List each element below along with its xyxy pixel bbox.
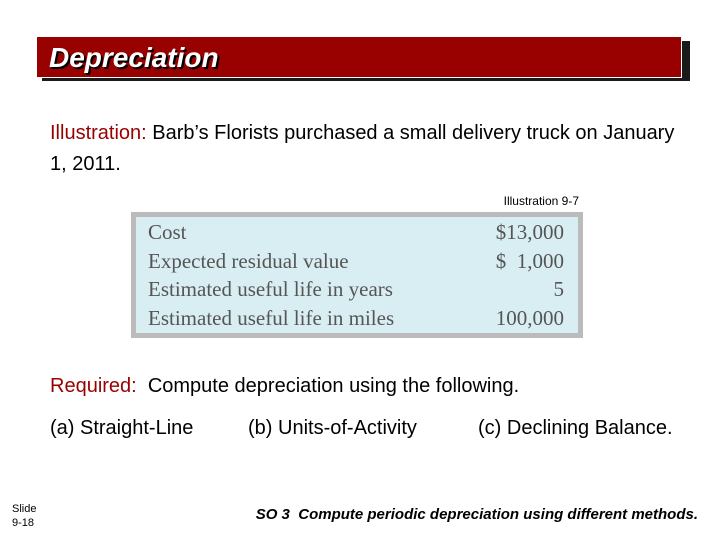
required-body: Compute depreciation using the following… [136,375,520,397]
table-row: Estimated useful life in years 5 [134,275,581,304]
slide-number: Slide 9-18 [12,502,36,530]
truck-data-table: Cost $13,000 Expected residual value $ 1… [131,212,583,338]
row-value: $ 1,000 [495,248,564,273]
slide-number-text: 9-18 [12,517,35,529]
study-objective-footer: SO 3 Compute periodic depreciation using… [255,506,698,523]
table-row: Cost $13,000 [134,215,581,247]
table-row: Expected residual value $ 1,000 [134,246,581,275]
method-straight-line: (a) Straight-Line [50,417,194,439]
illustration-reference: Illustration 9-7 [503,194,579,208]
method-declining-balance: (c) Declining Balance. [478,417,673,439]
row-label: Expected residual value [148,248,349,273]
row-label: Cost [148,219,187,244]
table-row: Estimated useful life in miles 100,000 [134,304,581,336]
method-units-of-activity: (b) Units-of-Activity [248,417,417,439]
row-label: Estimated useful life in miles [148,306,395,331]
slide-label-text: Slide [12,503,37,515]
slide-title: Depreciation [49,42,219,73]
required-label: Required: [50,375,137,397]
row-value: 5 [553,277,565,302]
row-label: Estimated useful life in years [148,277,393,302]
title-bar: Depreciation [36,36,682,78]
illustration-text: Illustration: Barb’s Florists purchased … [50,118,690,180]
required-text: Required: Compute depreciation using the… [50,373,519,399]
illustration-body: Barb’s Florists purchased a small delive… [50,122,675,175]
illustration-label: Illustration: [50,122,147,144]
row-value: $13,000 [495,219,564,244]
row-value: 100,000 [495,306,564,331]
